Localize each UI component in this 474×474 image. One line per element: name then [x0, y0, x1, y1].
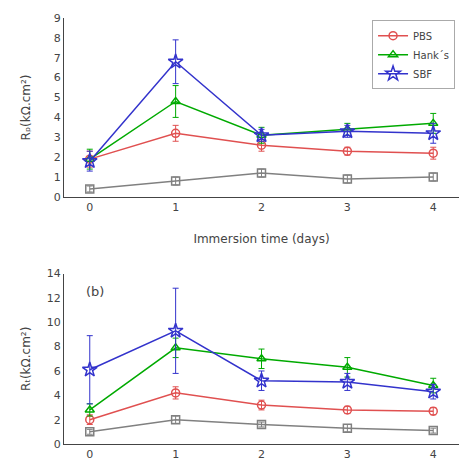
svg-text:10: 10	[47, 316, 61, 329]
svg-text:4: 4	[430, 201, 437, 214]
svg-text:4: 4	[54, 389, 61, 402]
svg-text:SBF: SBF	[413, 69, 432, 80]
svg-text:3: 3	[54, 131, 61, 144]
svg-text:(b): (b)	[86, 284, 104, 299]
svg-text:2: 2	[54, 151, 61, 164]
svg-text:0: 0	[86, 448, 93, 461]
svg-text:Rₚ(kΩ.cm²): Rₚ(kΩ.cm²)	[19, 75, 33, 141]
svg-text:14: 14	[47, 267, 61, 280]
svg-text:0: 0	[54, 438, 61, 451]
svg-text:6: 6	[54, 365, 61, 378]
svg-text:4: 4	[430, 448, 437, 461]
svg-text:Hank´s: Hank´s	[413, 50, 449, 61]
svg-text:3: 3	[344, 448, 351, 461]
svg-text:1: 1	[172, 448, 179, 461]
svg-text:1: 1	[172, 201, 179, 214]
svg-text:4: 4	[54, 111, 61, 124]
svg-text:Rₜ(kΩ.cm²): Rₜ(kΩ.cm²)	[19, 327, 33, 391]
svg-text:2: 2	[54, 414, 61, 427]
svg-text:8: 8	[54, 32, 61, 45]
svg-text:0: 0	[86, 201, 93, 214]
svg-text:2: 2	[258, 201, 265, 214]
svg-text:5: 5	[54, 91, 61, 104]
svg-text:Immersion time (days): Immersion time (days)	[193, 232, 329, 246]
svg-text:PBS: PBS	[413, 31, 432, 42]
svg-text:1: 1	[54, 171, 61, 184]
svg-text:2: 2	[258, 448, 265, 461]
svg-text:7: 7	[54, 52, 61, 65]
svg-text:3: 3	[344, 201, 351, 214]
svg-text:0: 0	[54, 191, 61, 204]
svg-text:8: 8	[54, 340, 61, 353]
svg-text:12: 12	[47, 292, 61, 305]
svg-text:6: 6	[54, 71, 61, 84]
svg-text:9: 9	[54, 12, 61, 25]
